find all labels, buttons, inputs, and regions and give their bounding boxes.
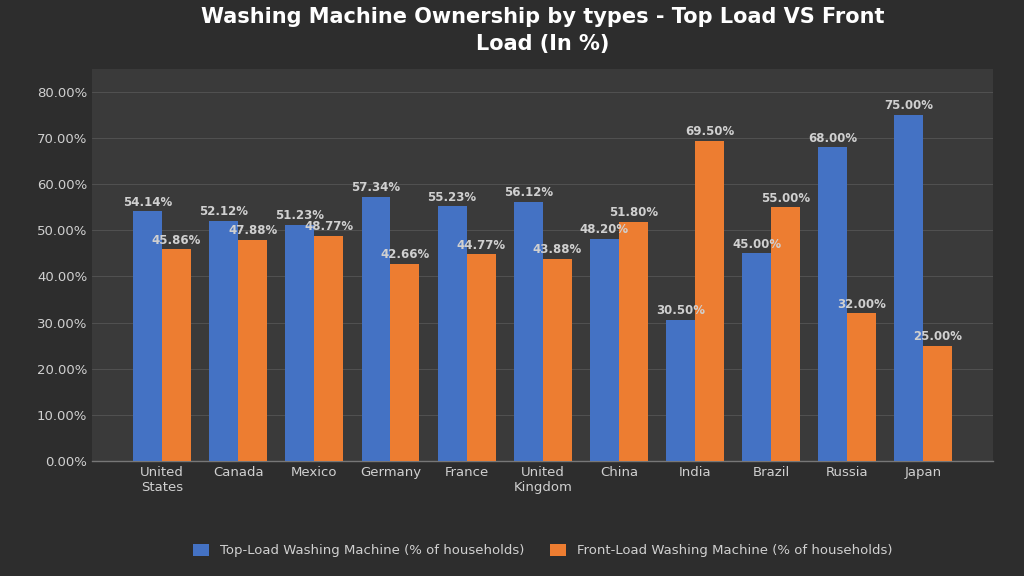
Bar: [390, 264, 420, 461]
Bar: [437, 206, 467, 461]
Text: 68.00%: 68.00%: [808, 132, 857, 145]
Text: 42.66%: 42.66%: [380, 248, 429, 262]
Bar: [133, 211, 162, 461]
Bar: [666, 320, 695, 461]
Text: 48.77%: 48.77%: [304, 220, 353, 233]
Bar: [467, 255, 496, 461]
Text: 51.23%: 51.23%: [275, 209, 325, 222]
Bar: [361, 196, 390, 461]
Bar: [162, 249, 191, 461]
Bar: [286, 225, 314, 461]
Bar: [847, 313, 877, 461]
Text: 45.86%: 45.86%: [152, 234, 201, 247]
Bar: [314, 236, 343, 461]
Bar: [894, 115, 924, 461]
Text: 51.80%: 51.80%: [608, 206, 657, 219]
Text: 43.88%: 43.88%: [532, 243, 582, 256]
Text: 30.50%: 30.50%: [656, 305, 705, 317]
Bar: [590, 238, 618, 461]
Bar: [209, 221, 239, 461]
Bar: [543, 259, 571, 461]
Text: 52.12%: 52.12%: [200, 205, 248, 218]
Text: 69.50%: 69.50%: [685, 125, 734, 138]
Bar: [239, 240, 267, 461]
Text: 55.00%: 55.00%: [761, 192, 810, 204]
Text: 55.23%: 55.23%: [428, 191, 477, 203]
Text: 48.20%: 48.20%: [580, 223, 629, 236]
Text: 25.00%: 25.00%: [913, 330, 963, 343]
Title: Washing Machine Ownership by types - Top Load VS Front
Load (In %): Washing Machine Ownership by types - Top…: [201, 7, 885, 54]
Bar: [514, 202, 543, 461]
Text: 32.00%: 32.00%: [838, 298, 886, 310]
Text: 47.88%: 47.88%: [228, 225, 278, 237]
Text: 75.00%: 75.00%: [885, 100, 934, 112]
Bar: [924, 346, 952, 461]
Legend: Top-Load Washing Machine (% of households), Front-Load Washing Machine (% of hou: Top-Load Washing Machine (% of household…: [186, 537, 899, 564]
Text: 56.12%: 56.12%: [504, 187, 553, 199]
Bar: [618, 222, 648, 461]
Bar: [771, 207, 800, 461]
Bar: [818, 147, 847, 461]
Bar: [695, 141, 724, 461]
Text: 45.00%: 45.00%: [732, 238, 781, 251]
Text: 44.77%: 44.77%: [457, 238, 506, 252]
Text: 54.14%: 54.14%: [123, 196, 172, 209]
Text: 57.34%: 57.34%: [351, 181, 400, 194]
Bar: [742, 253, 771, 461]
